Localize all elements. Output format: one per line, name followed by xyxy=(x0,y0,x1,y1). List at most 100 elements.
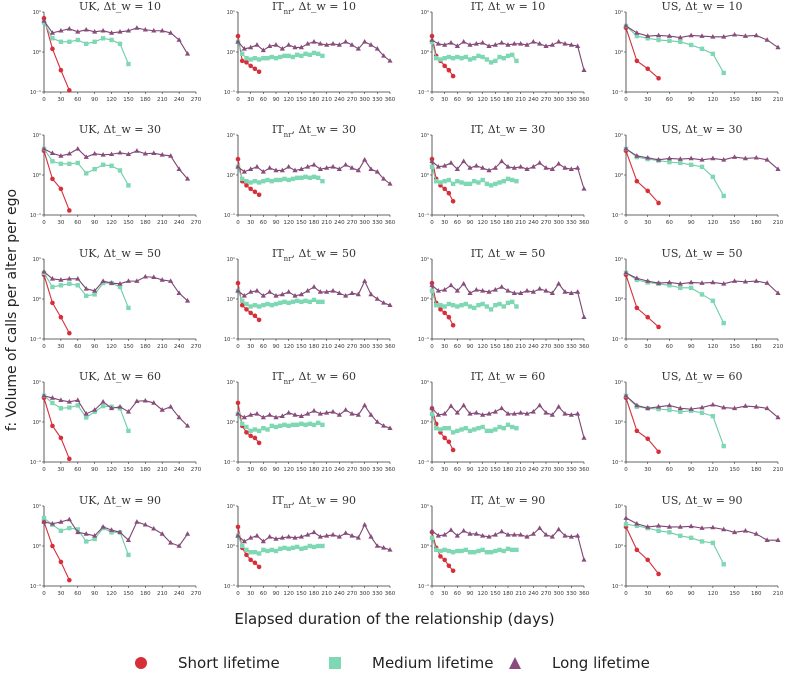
point-medium xyxy=(252,427,258,432)
point-short xyxy=(235,280,241,286)
point-medium xyxy=(273,424,279,430)
point-short xyxy=(50,423,55,429)
x-tick-label: 90 xyxy=(91,467,98,473)
point-long xyxy=(655,522,662,528)
x-tick-label: 360 xyxy=(579,344,590,350)
x-tick-label: 120 xyxy=(708,220,719,226)
point-medium xyxy=(294,52,300,58)
x-tick-label: 300 xyxy=(553,467,564,473)
point-long xyxy=(381,176,387,181)
point-long xyxy=(330,41,336,46)
title-country: IT xyxy=(471,370,483,383)
point-long xyxy=(330,164,336,169)
point-medium xyxy=(505,176,511,182)
point-medium xyxy=(240,51,245,57)
point-long xyxy=(75,529,81,535)
point-medium xyxy=(446,425,452,431)
point-medium xyxy=(269,302,274,308)
point-long xyxy=(753,278,759,283)
point-medium xyxy=(240,298,245,304)
point-long xyxy=(549,42,555,47)
subplot-1: 10⁻¹ 10⁰ 10¹ 0 30 60 90 120 150 180 210 240 270 UK, Δ… xyxy=(30,0,202,103)
point-short xyxy=(634,547,640,553)
point-long xyxy=(518,290,524,295)
point-medium xyxy=(256,304,262,309)
x-tick-label: 180 xyxy=(140,97,151,103)
point-medium xyxy=(126,61,131,67)
x-tick-label: 0 xyxy=(624,220,628,226)
point-medium xyxy=(244,424,249,430)
point-medium xyxy=(92,166,97,172)
point-medium xyxy=(497,54,502,60)
point-medium xyxy=(303,51,308,57)
point-long xyxy=(142,397,148,403)
point-medium xyxy=(501,425,506,431)
x-tick-label: 360 xyxy=(579,467,590,473)
x-tick-label: 120 xyxy=(106,467,117,473)
point-long xyxy=(429,282,435,288)
point-long xyxy=(742,155,749,161)
point-long xyxy=(267,289,273,294)
x-tick-label: 330 xyxy=(372,344,383,350)
point-short xyxy=(446,314,452,320)
point-long xyxy=(374,543,380,548)
point-long xyxy=(467,411,473,416)
x-tick-label: 360 xyxy=(385,344,396,350)
point-long xyxy=(549,412,555,417)
point-medium xyxy=(493,58,498,64)
x-tick-label: 150 xyxy=(490,591,501,597)
x-tick-label: 60 xyxy=(666,97,673,103)
point-long xyxy=(151,150,157,156)
legend-label-long: Long lifetime xyxy=(552,654,650,672)
title-country-sub: nr xyxy=(284,378,293,386)
point-long xyxy=(49,150,56,156)
x-tick-label: 180 xyxy=(751,97,762,103)
x-tick-label: 150 xyxy=(296,344,307,350)
point-medium xyxy=(256,551,262,556)
title-window: , Δt_w = 50 xyxy=(481,247,545,260)
y-tick-label: 10¹ xyxy=(33,133,41,139)
x-tick-label: 0 xyxy=(42,467,46,473)
point-medium xyxy=(316,543,321,549)
legend: Short lifetime Medium lifetime Long life… xyxy=(0,652,789,676)
point-long xyxy=(492,532,498,537)
point-long xyxy=(543,288,549,293)
point-long xyxy=(634,402,640,408)
x-tick-label: 180 xyxy=(503,97,514,103)
point-short xyxy=(67,208,72,213)
point-long xyxy=(556,403,562,409)
point-medium xyxy=(269,423,274,429)
point-medium xyxy=(438,548,443,554)
point-long xyxy=(429,37,435,42)
point-medium xyxy=(299,175,304,181)
point-short xyxy=(58,435,64,441)
point-short xyxy=(442,557,447,563)
point-short xyxy=(67,577,72,583)
y-tick-label: 10⁰ xyxy=(421,173,429,179)
x-tick-label: 0 xyxy=(430,591,434,597)
x-tick-label: 210 xyxy=(773,220,784,226)
point-long xyxy=(362,278,368,283)
point-long xyxy=(108,405,115,411)
point-long xyxy=(324,532,330,538)
point-long xyxy=(168,153,174,158)
x-tick-label: 60 xyxy=(666,591,673,597)
x-tick-label: 210 xyxy=(157,591,168,597)
point-medium xyxy=(450,55,456,61)
point-long xyxy=(775,537,781,542)
subplot-15: 10⁻¹ 10⁰ 10¹ 0 30 60 90 120 150 180 210 240 270 300 33… xyxy=(418,370,590,473)
point-long xyxy=(235,411,241,416)
title-country: IT xyxy=(272,0,284,13)
point-medium xyxy=(58,406,64,411)
point-medium xyxy=(84,41,89,47)
point-medium xyxy=(282,422,287,428)
point-medium xyxy=(248,428,253,434)
point-long xyxy=(317,533,323,539)
point-long xyxy=(49,395,56,400)
point-short xyxy=(645,66,651,72)
point-long xyxy=(524,166,530,171)
y-tick-label: 10⁻¹ xyxy=(418,90,429,96)
point-long xyxy=(100,524,106,529)
point-medium xyxy=(710,540,716,546)
point-long xyxy=(292,293,298,298)
